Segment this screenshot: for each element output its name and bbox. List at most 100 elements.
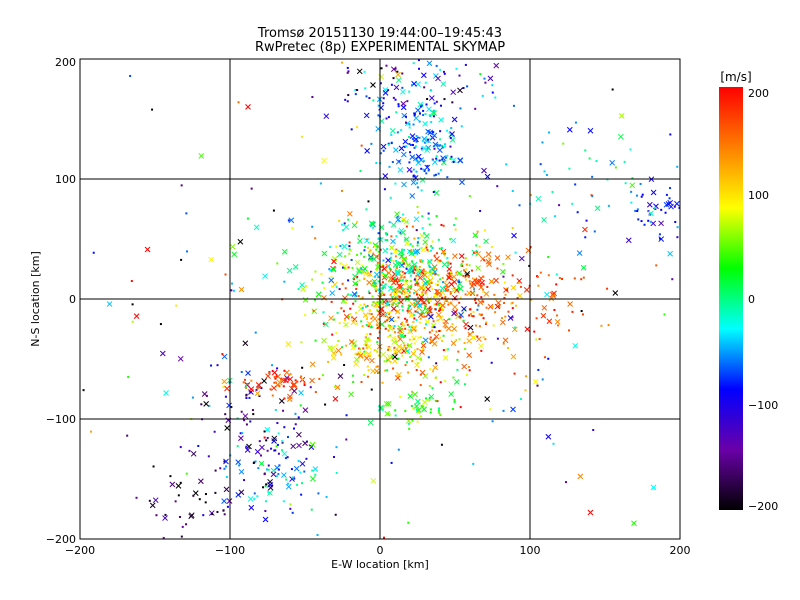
data-point-dot — [389, 310, 392, 313]
data-point-cross — [412, 155, 419, 162]
data-point-dot — [341, 266, 344, 269]
data-point-dot — [327, 360, 330, 363]
data-point-cross — [393, 84, 400, 91]
data-point-dot — [414, 282, 417, 285]
data-point-dot — [472, 292, 475, 295]
data-point-dot — [425, 103, 428, 106]
data-point-dot — [364, 245, 367, 248]
data-point-dot — [557, 324, 560, 327]
data-point-dot — [383, 293, 386, 296]
data-point-cross — [658, 220, 664, 227]
y-tick-label: 200 — [55, 56, 76, 69]
data-point-dot — [355, 283, 358, 286]
data-point-dot — [281, 440, 284, 443]
data-point-dot — [461, 260, 464, 263]
data-point-cross — [331, 258, 337, 265]
data-point-dot — [131, 320, 134, 323]
data-point-cross — [495, 300, 502, 306]
data-point-cross — [487, 75, 494, 82]
data-point-dot — [406, 319, 409, 322]
data-point-cross — [377, 306, 384, 313]
plot-frame — [79, 58, 681, 540]
x-tick-label: 0 — [377, 544, 384, 557]
data-point-dot — [284, 457, 287, 460]
data-point-dot — [452, 160, 455, 163]
data-point-dot — [428, 301, 431, 304]
data-point-dot — [419, 373, 422, 376]
data-point-dot — [245, 423, 248, 426]
data-point-dot — [369, 326, 372, 329]
data-point-dot — [351, 266, 354, 269]
data-point-cross — [415, 153, 422, 160]
data-point-cross — [392, 290, 399, 297]
data-point-dot — [287, 219, 290, 222]
data-point-cross — [369, 357, 375, 364]
data-point-dot — [411, 260, 414, 263]
data-point-dot — [473, 288, 476, 291]
data-point-dot — [223, 513, 226, 516]
data-point-dot — [389, 268, 392, 271]
data-point-dot — [239, 432, 242, 435]
data-point-dot — [331, 353, 334, 356]
data-point-cross — [235, 459, 242, 465]
data-point-cross — [415, 407, 422, 413]
data-point-dot — [376, 341, 379, 344]
data-point-dot — [254, 331, 257, 334]
data-point-dot — [436, 283, 439, 286]
data-point-dot — [403, 344, 406, 347]
data-point-dot — [186, 250, 189, 253]
data-point-dot — [425, 172, 428, 175]
data-point-dot — [394, 352, 397, 355]
data-point-dot — [348, 248, 351, 251]
data-point-dot — [403, 276, 406, 279]
data-point-cross — [382, 273, 389, 279]
data-point-dot — [476, 230, 479, 233]
data-point-dot — [411, 360, 414, 363]
data-point-cross — [452, 253, 458, 260]
data-point-dot — [240, 370, 243, 373]
data-point-dot — [481, 94, 484, 97]
data-point-cross — [566, 126, 573, 133]
data-point-dot — [354, 300, 357, 303]
data-point-dot — [356, 253, 359, 256]
data-point-dot — [293, 477, 296, 480]
data-point-dot — [511, 307, 514, 310]
data-point-dot — [585, 219, 588, 222]
data-point-dot — [436, 319, 439, 322]
data-point-dot — [434, 173, 437, 176]
data-point-dot — [409, 328, 412, 331]
data-point-dot — [175, 304, 178, 307]
data-point-dot — [390, 303, 393, 306]
data-point-cross — [397, 336, 404, 342]
data-point-dot — [439, 336, 442, 339]
data-point-dot — [432, 370, 435, 373]
data-point-dot — [547, 274, 550, 277]
data-point-dot — [498, 306, 501, 309]
data-point-dot — [438, 159, 441, 162]
data-point-cross — [473, 278, 480, 285]
data-point-dot — [411, 245, 414, 248]
data-point-cross — [386, 353, 393, 360]
data-point-dot — [291, 511, 294, 514]
data-point-dot — [463, 383, 466, 386]
data-point-cross — [395, 77, 402, 83]
data-point-dot — [360, 380, 363, 383]
data-point-dot — [460, 264, 463, 267]
data-point-cross — [169, 481, 176, 488]
data-point-dot — [382, 102, 385, 105]
data-point-cross — [357, 352, 364, 359]
data-point-dot — [434, 273, 437, 276]
data-point-dot — [413, 342, 416, 345]
data-point-dot — [397, 334, 400, 337]
data-point-cross — [332, 396, 339, 402]
data-point-dot — [340, 346, 343, 349]
data-point-cross — [417, 274, 424, 281]
data-point-dot — [208, 404, 211, 407]
data-point-dot — [441, 339, 444, 342]
data-point-dot — [361, 325, 364, 328]
data-point-cross — [288, 217, 295, 224]
data-point-dot — [489, 408, 492, 411]
data-point-dot — [409, 356, 412, 359]
data-point-dot — [430, 121, 433, 124]
